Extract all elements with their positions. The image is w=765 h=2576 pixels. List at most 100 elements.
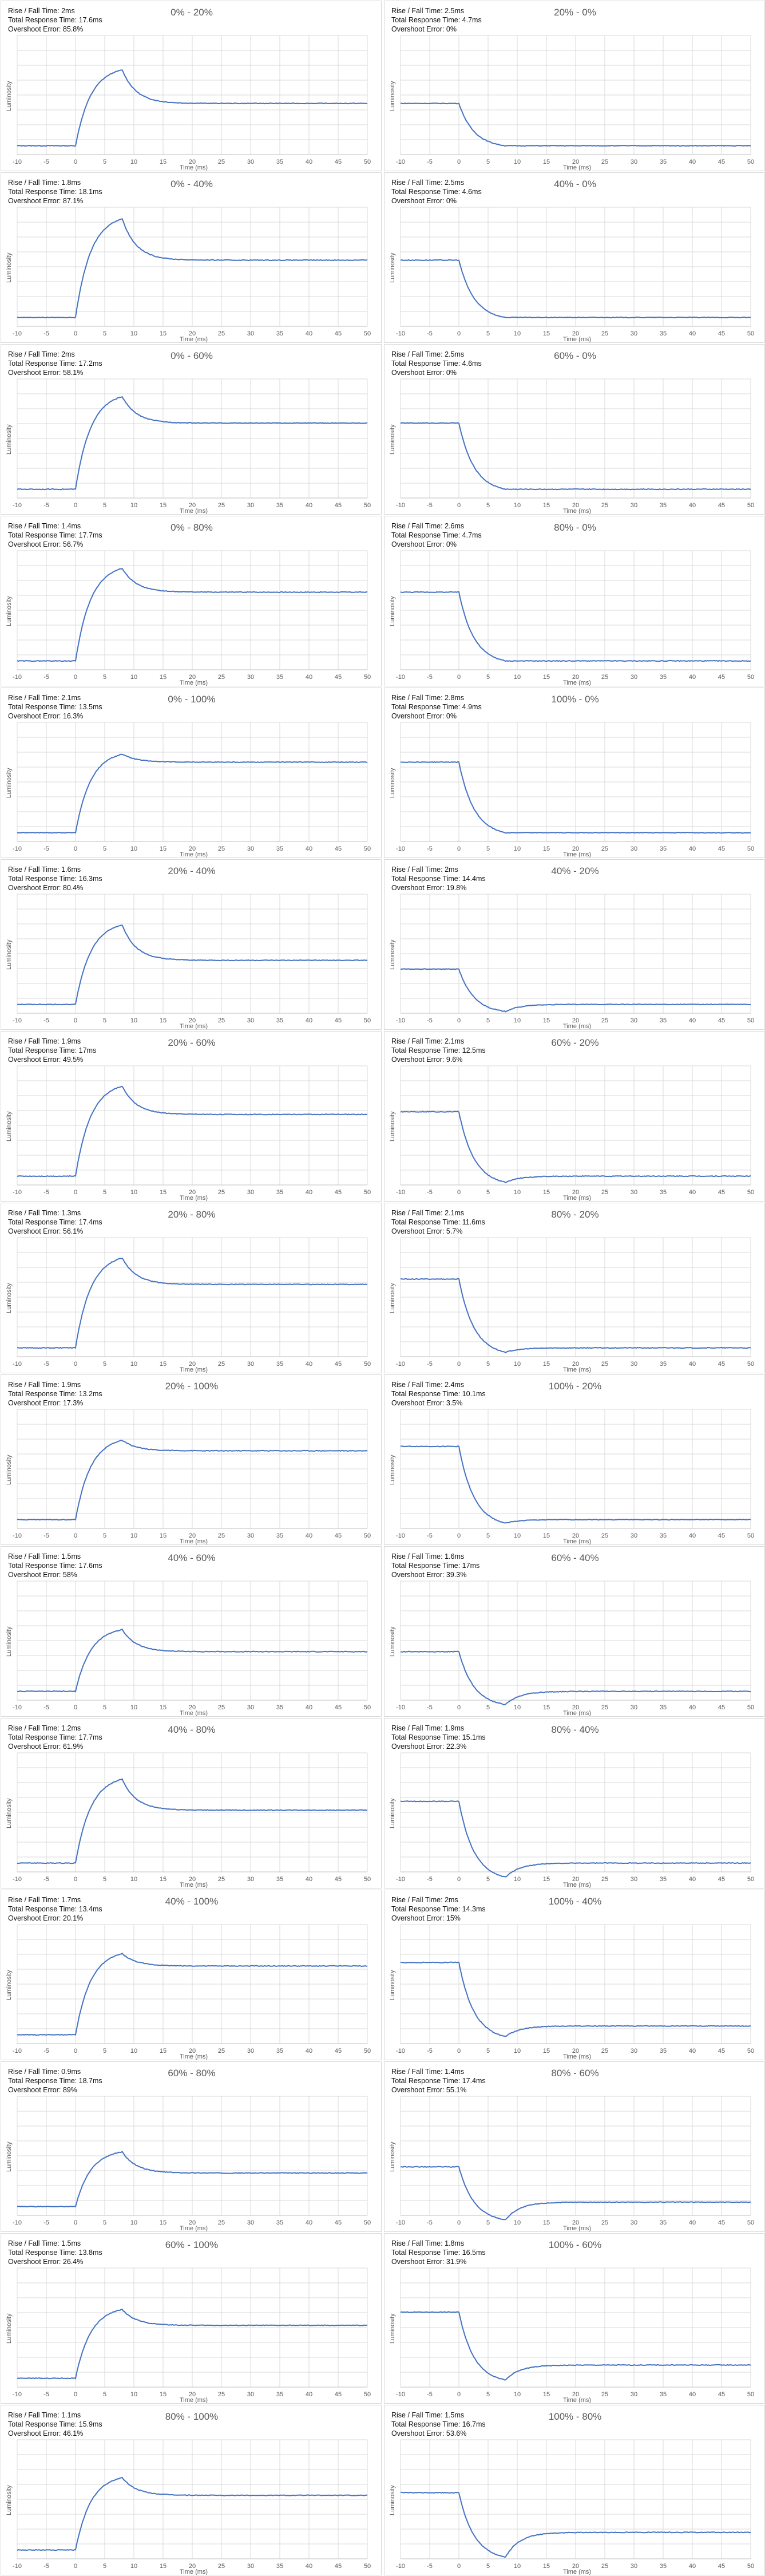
stat-overshoot: Overshoot Error: 58% bbox=[8, 1570, 102, 1579]
x-tick-label: 25 bbox=[218, 674, 225, 681]
x-tick-label: 10 bbox=[514, 502, 521, 509]
chart-title: 60% - 80% bbox=[168, 2068, 216, 2079]
stat-label: Total Response Time: bbox=[391, 875, 462, 883]
stat-value: 2ms bbox=[445, 1896, 458, 1904]
x-tick-label: 10 bbox=[130, 1017, 137, 1024]
x-tick-label: 10 bbox=[514, 1532, 521, 1539]
stats-block: Rise / Fall Time: 2ms Total Response Time… bbox=[8, 6, 102, 34]
series-line bbox=[17, 1085, 368, 1178]
stat-value: 49.5% bbox=[62, 1056, 84, 1064]
x-tick-label: 45 bbox=[335, 1361, 342, 1368]
chart-panel: -10 -5 0 5 10 15 20 25 30 35 40 45 50 Rise / Fall Tim… bbox=[384, 344, 765, 515]
stats-block: Rise / Fall Time: 1.5ms Total Response Ti… bbox=[8, 2239, 102, 2266]
y-axis-label: Luminosity bbox=[6, 2485, 13, 2515]
stat-value: 1.5ms bbox=[61, 2239, 81, 2247]
stat-value: 87.1% bbox=[62, 197, 84, 205]
x-tick-label: 35 bbox=[660, 502, 667, 509]
x-tick-label: 35 bbox=[660, 159, 667, 165]
x-tick-label: 20 bbox=[189, 502, 196, 509]
stat-value: 17.4ms bbox=[78, 1218, 102, 1226]
x-tick-label: -10 bbox=[13, 2219, 22, 2226]
stats-block: Rise / Fall Time: 1.2ms Total Response Ti… bbox=[8, 1724, 102, 1751]
stat-label: Rise / Fall Time: bbox=[8, 1381, 62, 1389]
chart-panel: -10 -5 0 5 10 15 20 25 30 35 40 45 50 Rise / Fall Tim… bbox=[384, 1890, 765, 2060]
stat-label: Rise / Fall Time: bbox=[8, 1724, 62, 1732]
stat-value: 17ms bbox=[78, 1046, 97, 1054]
stats-block: Rise / Fall Time: 2.5ms Total Response Ti… bbox=[391, 350, 482, 377]
x-tick-label: 5 bbox=[103, 1876, 106, 1883]
x-tick-label: 15 bbox=[160, 674, 167, 681]
x-tick-label: 45 bbox=[718, 1361, 725, 1368]
x-tick-label: 35 bbox=[276, 1189, 283, 1196]
x-tick-label: 35 bbox=[276, 2563, 283, 2570]
x-tick-label: 30 bbox=[631, 846, 637, 852]
stat-label: Rise / Fall Time: bbox=[391, 1724, 445, 1732]
stat-rise: Rise / Fall Time: 1.5ms bbox=[391, 2411, 486, 2420]
stat-label: Overshoot Error: bbox=[8, 540, 63, 548]
x-tick-label: 20 bbox=[572, 846, 579, 852]
stat-value: 4.9ms bbox=[462, 703, 482, 711]
x-axis-label: Time (ms) bbox=[180, 679, 208, 686]
x-tick-label: 40 bbox=[689, 2048, 696, 2055]
stat-value: 2.1ms bbox=[61, 694, 81, 702]
stat-overshoot: Overshoot Error: 55.1% bbox=[391, 2085, 486, 2095]
series-line bbox=[400, 1278, 751, 1354]
x-tick-label: 25 bbox=[218, 846, 225, 852]
stats-block: Rise / Fall Time: 1.5ms Total Response Ti… bbox=[8, 1552, 102, 1579]
x-tick-label: 45 bbox=[335, 330, 342, 337]
x-tick-label: 40 bbox=[689, 846, 696, 852]
x-tick-label: -10 bbox=[396, 2391, 405, 2398]
stat-value: 11.6ms bbox=[462, 1218, 485, 1226]
x-tick-label: 25 bbox=[218, 2563, 225, 2570]
luminosity-chart: -10 -5 0 5 10 15 20 25 30 35 40 45 50 bbox=[396, 207, 754, 337]
x-tick-label: 25 bbox=[601, 1361, 608, 1368]
y-axis-label: Luminosity bbox=[6, 1455, 13, 1485]
stat-rise: Rise / Fall Time: 1.9ms bbox=[8, 1380, 102, 1389]
stat-overshoot: Overshoot Error: 85.8% bbox=[8, 25, 102, 34]
stats-block: Rise / Fall Time: 2ms Total Response Time… bbox=[391, 865, 486, 892]
x-tick-label: 40 bbox=[306, 2048, 312, 2055]
stat-rise: Rise / Fall Time: 0.9ms bbox=[8, 2067, 102, 2076]
stat-value: 16.7ms bbox=[462, 2420, 486, 2428]
chart-title: 20% - 80% bbox=[168, 1209, 216, 1220]
stat-label: Rise / Fall Time: bbox=[8, 866, 62, 874]
x-tick-label: -5 bbox=[427, 2563, 433, 2570]
x-tick-label: 45 bbox=[718, 2391, 725, 2398]
stat-rise: Rise / Fall Time: 1.6ms bbox=[8, 865, 102, 874]
x-tick-label: 10 bbox=[130, 502, 137, 509]
x-tick-label: 20 bbox=[572, 1532, 579, 1539]
chart-title: 0% - 100% bbox=[168, 694, 216, 705]
x-tick-label: 40 bbox=[689, 330, 696, 337]
stat-value: 13.5ms bbox=[78, 703, 102, 711]
x-tick-label: 40 bbox=[306, 846, 312, 852]
chart-panel: -10 -5 0 5 10 15 20 25 30 35 40 45 50 Rise / Fall Tim… bbox=[1, 2233, 382, 2404]
stat-rise: Rise / Fall Time: 2ms bbox=[391, 865, 486, 874]
chart-panel: -10 -5 0 5 10 15 20 25 30 35 40 45 50 Rise / Fall Tim… bbox=[384, 688, 765, 858]
stats-block: Rise / Fall Time: 1.6ms Total Response Ti… bbox=[8, 865, 102, 892]
x-tick-label: 25 bbox=[218, 330, 225, 337]
stat-label: Overshoot Error: bbox=[8, 197, 63, 205]
stat-overshoot: Overshoot Error: 31.9% bbox=[391, 2257, 486, 2266]
x-tick-label: 20 bbox=[189, 1876, 196, 1883]
x-tick-label: 5 bbox=[486, 1017, 490, 1024]
x-tick-label: 25 bbox=[218, 2048, 225, 2055]
chart-panel: -10 -5 0 5 10 15 20 25 30 35 40 45 50 Rise / Fall Tim… bbox=[384, 2061, 765, 2232]
chart-panel: -10 -5 0 5 10 15 20 25 30 35 40 45 50 Rise / Fall Tim… bbox=[1, 1374, 382, 1545]
stats-block: Rise / Fall Time: 1.4ms Total Response Ti… bbox=[391, 2067, 486, 2095]
stat-label: Rise / Fall Time: bbox=[8, 694, 62, 702]
y-axis-label: Luminosity bbox=[6, 939, 13, 970]
chart-title: 0% - 60% bbox=[171, 350, 213, 361]
stat-overshoot: Overshoot Error: 53.6% bbox=[391, 2429, 486, 2438]
x-tick-label: 10 bbox=[130, 1704, 137, 1711]
x-axis-label: Time (ms) bbox=[180, 2569, 208, 2575]
x-tick-label: 15 bbox=[543, 674, 550, 681]
x-tick-label: 25 bbox=[601, 1017, 608, 1024]
x-tick-label: 35 bbox=[276, 2391, 283, 2398]
stat-label: Rise / Fall Time: bbox=[8, 7, 62, 15]
y-axis-label: Luminosity bbox=[389, 252, 396, 283]
y-axis-label: Luminosity bbox=[6, 596, 13, 626]
series-line bbox=[400, 761, 751, 834]
series-line bbox=[17, 567, 368, 662]
luminosity-chart: -10 -5 0 5 10 15 20 25 30 35 40 45 50 bbox=[396, 1065, 754, 1196]
x-tick-label: -5 bbox=[427, 674, 433, 681]
